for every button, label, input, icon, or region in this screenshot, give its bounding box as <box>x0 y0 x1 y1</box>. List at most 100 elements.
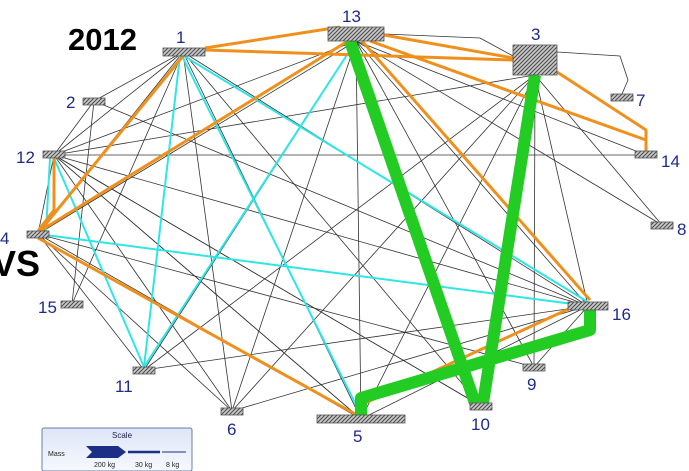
node-3: 3 <box>512 25 558 76</box>
edge-light-13-9 <box>355 40 535 368</box>
node-box-12 <box>42 150 66 159</box>
node-box-2 <box>82 97 106 106</box>
node-box-10 <box>469 402 493 411</box>
node-label-14: 14 <box>661 152 680 171</box>
edge-light-11-4 <box>37 233 145 371</box>
edge-cyan-12-11 <box>53 157 145 368</box>
node-box-16 <box>567 301 609 311</box>
edge-light-16-13 <box>355 40 589 307</box>
edges-layer <box>36 25 663 420</box>
edge-orange-13-1 <box>204 25 341 50</box>
node-label-6: 6 <box>227 420 236 439</box>
edge-light-3-11 <box>143 74 536 371</box>
edge-light-3-8 <box>534 74 663 226</box>
scale-level-large: 200 kg <box>94 462 115 469</box>
edge-light-16-3 <box>534 74 589 307</box>
edge-green-3-10 <box>477 74 541 404</box>
vs-text-fragment: VS <box>0 243 40 284</box>
edge-cyan-13-11 <box>143 40 357 368</box>
edge-light-12-1 <box>53 51 184 156</box>
scale-arrow-large <box>86 446 126 458</box>
node-13: 13 <box>327 7 385 42</box>
node-16: 16 <box>567 301 631 324</box>
node-box-7 <box>610 93 634 102</box>
node-label-2: 2 <box>66 93 75 112</box>
edge-orange-3-14 <box>556 70 648 151</box>
node-6: 6 <box>220 407 244 439</box>
scale-legend: Scale Mass 200 kg 30 kg 8 kg <box>41 427 193 471</box>
edge-green-13-10 <box>344 39 481 405</box>
node-9: 9 <box>522 363 546 394</box>
edge-light-2-12 <box>53 100 95 156</box>
edge-orange-13-4 <box>39 39 349 233</box>
node-label-4: 4 <box>0 229 9 248</box>
node-2: 2 <box>66 93 106 112</box>
edge-orange-1-4 <box>38 55 185 232</box>
edge-light-3-7 <box>556 51 629 95</box>
edge-orange-12-4 <box>36 158 56 232</box>
node-box-6 <box>220 407 244 416</box>
scale-level-small: 8 kg <box>166 462 179 469</box>
node-label-10: 10 <box>471 415 490 434</box>
edge-light-4-6 <box>37 233 233 412</box>
edge-light-4-13 <box>37 40 357 235</box>
edge-green-16-5 <box>355 310 596 415</box>
edge-cyan-1-16 <box>183 55 589 303</box>
node-15: 15 <box>38 298 84 317</box>
edge-light-5-13 <box>355 40 362 420</box>
node-box-15 <box>60 300 84 309</box>
node-12: 12 <box>16 148 66 167</box>
edge-light-2-15 <box>71 100 95 305</box>
scale-title: Scale <box>112 431 133 440</box>
node-box-1 <box>162 47 206 57</box>
edge-light-6-1 <box>182 51 233 412</box>
node-4: 4 <box>0 229 50 248</box>
edge-light-12-4 <box>37 154 55 235</box>
scale-measure-label: Mass <box>48 451 65 458</box>
node-box-3 <box>512 44 558 76</box>
node-label-9: 9 <box>527 375 536 394</box>
node-label-1: 1 <box>176 28 185 47</box>
node-label-13: 13 <box>342 7 361 26</box>
edge-light-6-3 <box>231 74 536 412</box>
edge-light-13-3 <box>383 33 514 57</box>
node-label-15: 15 <box>38 298 57 317</box>
edge-light-13-14 <box>355 40 647 156</box>
edge-light-10-1 <box>182 51 482 407</box>
node-14: 14 <box>634 150 680 171</box>
edge-light-13-8 <box>355 40 663 226</box>
node-label-12: 12 <box>16 148 35 167</box>
edge-light-12-6 <box>53 154 233 412</box>
node-label-5: 5 <box>353 427 362 446</box>
node-label-3: 3 <box>531 25 540 44</box>
node-8: 8 <box>650 220 686 239</box>
node-box-13 <box>327 26 385 42</box>
edge-light-12-3 <box>53 74 536 156</box>
node-label-8: 8 <box>677 220 686 239</box>
node-label-16: 16 <box>612 305 631 324</box>
node-box-8 <box>650 221 674 230</box>
node-label-11: 11 <box>115 377 133 396</box>
node-box-14 <box>634 150 658 159</box>
edge-light-5-12 <box>53 154 362 420</box>
node-box-4 <box>26 230 50 239</box>
scale-level-medium: 30 kg <box>135 462 152 469</box>
edge-cyan-1-11 <box>143 55 181 368</box>
node-box-9 <box>522 363 546 372</box>
edge-orange-3-13 <box>383 33 514 60</box>
node-box-11 <box>132 366 156 375</box>
edge-light-5-3 <box>360 74 536 420</box>
edge-cyan-1-5 <box>181 55 362 416</box>
edge-light-6-13 <box>231 40 357 412</box>
node-box-5 <box>316 414 406 424</box>
node-label-7: 7 <box>636 91 645 110</box>
edge-light-2-1 <box>93 51 184 102</box>
edge-light-10-12 <box>53 154 482 407</box>
node-1: 1 <box>162 28 206 57</box>
edge-orange-13-16 <box>360 40 592 301</box>
node-11: 11 <box>115 366 156 396</box>
node-10: 10 <box>469 402 493 434</box>
node-7: 7 <box>610 91 645 110</box>
